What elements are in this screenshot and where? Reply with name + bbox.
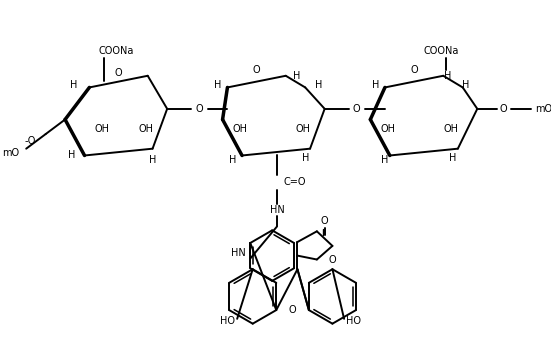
Text: OH: OH (233, 124, 247, 134)
Text: H: H (301, 154, 309, 164)
Text: O: O (289, 305, 296, 315)
Text: COONa: COONa (99, 47, 134, 57)
Text: H: H (449, 154, 457, 164)
Text: O: O (253, 65, 261, 75)
Text: HN: HN (231, 248, 245, 258)
Text: OH: OH (444, 124, 458, 134)
Text: H: H (214, 80, 222, 90)
Text: H: H (462, 80, 469, 90)
Text: H: H (149, 155, 156, 165)
Text: O: O (328, 255, 336, 265)
Text: O: O (115, 68, 122, 78)
Text: HO: HO (347, 316, 361, 326)
Text: O: O (500, 104, 507, 114)
Text: mO: mO (2, 148, 19, 158)
Text: H: H (70, 80, 78, 90)
Text: H: H (444, 71, 451, 81)
Text: O: O (353, 104, 360, 114)
Text: -O: -O (25, 136, 36, 146)
Text: COONa: COONa (424, 47, 459, 57)
Text: C=O: C=O (284, 177, 306, 187)
Text: H: H (315, 80, 322, 90)
Text: H: H (293, 71, 300, 81)
Text: O: O (410, 65, 418, 75)
Text: OH: OH (380, 124, 396, 134)
Text: H: H (381, 155, 388, 165)
Text: O: O (196, 104, 203, 114)
Text: OH: OH (95, 124, 110, 134)
Text: HN: HN (269, 205, 284, 215)
Text: H: H (68, 150, 75, 160)
Text: H: H (229, 155, 236, 165)
Text: mO: mO (534, 104, 551, 114)
Text: O: O (321, 216, 328, 226)
Text: OH: OH (138, 124, 153, 134)
Text: HO: HO (220, 316, 235, 326)
Text: H: H (371, 80, 379, 90)
Text: OH: OH (296, 124, 311, 134)
